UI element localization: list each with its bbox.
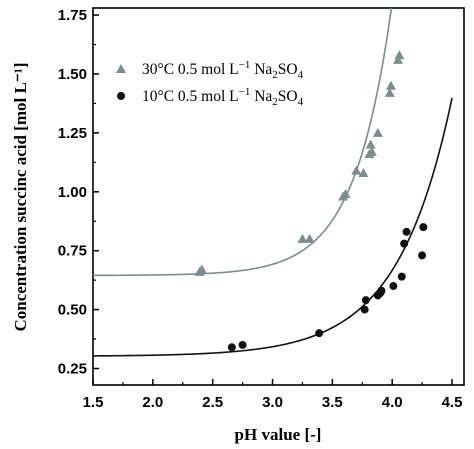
triangle-point	[365, 139, 376, 149]
legend-label: 10°C 0.5 mol L−1 Na2SO4	[142, 86, 304, 108]
y-tick-label: 0.50	[58, 302, 87, 319]
circle-point	[377, 286, 386, 295]
circle-point	[400, 239, 409, 248]
legend-triangle-marker	[116, 64, 126, 73]
x-tick-label: 3.5	[322, 394, 343, 411]
legend-label: 30°C 0.5 mol L−1 Na2SO4	[142, 59, 304, 81]
circle-point	[361, 296, 370, 305]
x-tick-label: 1.5	[83, 394, 104, 411]
fit-curve-0	[93, 8, 393, 277]
circle-point	[402, 227, 411, 236]
data-points	[194, 50, 428, 352]
plot-frame	[92, 7, 465, 386]
x-axis-title: pH value [-]	[235, 425, 322, 444]
circle-point	[227, 343, 236, 352]
x-tick-label: 2.5	[202, 394, 223, 411]
fit-curve-1	[93, 97, 453, 357]
circle-point	[360, 305, 369, 314]
circle-point	[418, 251, 427, 260]
y-axis-title: Concentration succinc acid [mol L⁻¹]	[11, 62, 30, 331]
y-tick-label: 0.25	[58, 361, 87, 378]
triangle-point	[351, 165, 362, 175]
triangle-point	[196, 264, 207, 274]
x-tick-label: 4.0	[382, 394, 403, 411]
y-tick-label: 0.75	[58, 243, 87, 260]
circle-point	[315, 329, 324, 338]
triangle-point	[366, 146, 377, 156]
triangle-point	[358, 167, 369, 177]
x-tick-label: 3.0	[262, 394, 283, 411]
triangle-point	[385, 80, 396, 90]
y-axis-ticks: 0.25 0.50 0.75 1.00 1.25 1.50 1.75	[58, 7, 99, 378]
y-tick-label: 1.50	[58, 66, 87, 83]
triangle-point	[384, 87, 395, 97]
circle-point	[397, 272, 406, 281]
x-axis-ticks: 1.5 2.0 2.5 3.0 3.5 4.0 4.5	[83, 379, 463, 411]
legend-circle-marker	[117, 92, 125, 100]
triangle-point	[297, 233, 308, 243]
circle-point	[238, 340, 247, 349]
triangle-point	[340, 189, 351, 199]
y-tick-label: 1.25	[58, 125, 87, 142]
y-tick-label: 1.00	[58, 184, 87, 201]
x-tick-label: 2.0	[142, 394, 163, 411]
triangle-point	[394, 50, 405, 60]
circle-point	[419, 223, 428, 232]
circle-point	[389, 282, 398, 291]
x-tick-label: 4.5	[442, 394, 463, 411]
y-tick-label: 1.75	[58, 7, 87, 24]
triangle-point	[393, 54, 404, 64]
triangle-point	[372, 127, 383, 137]
triangle-point	[304, 233, 315, 243]
legend: 30°C 0.5 mol L−1 Na2SO4 10°C 0.5 mol L−1 …	[116, 59, 304, 108]
